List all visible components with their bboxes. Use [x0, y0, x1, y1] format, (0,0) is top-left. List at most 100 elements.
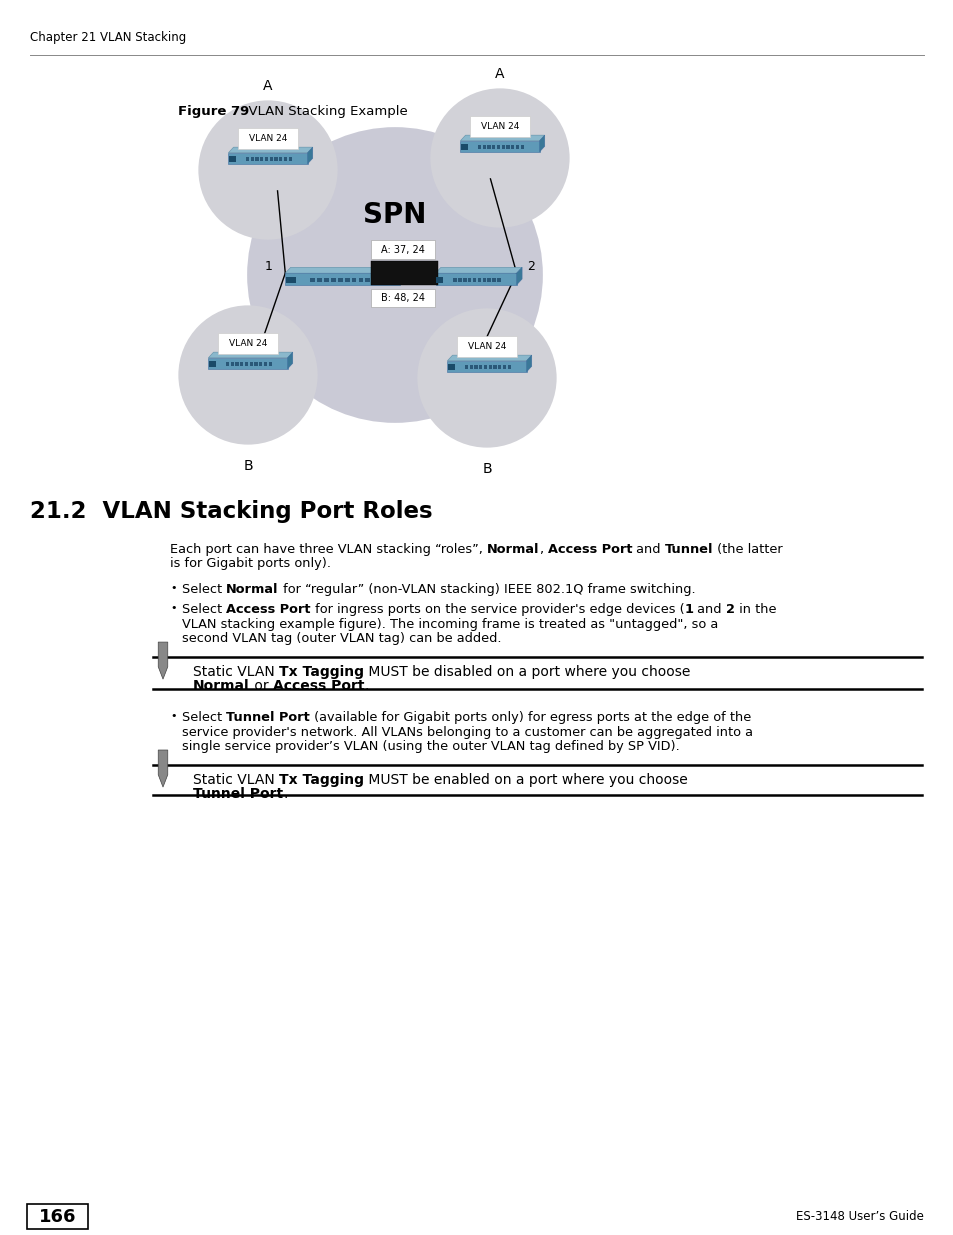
Polygon shape	[208, 358, 287, 369]
Bar	[507, 366, 511, 369]
Bar	[317, 278, 322, 283]
Text: 2: 2	[725, 604, 734, 616]
Text: Each port can have three VLAN stacking “roles”,: Each port can have three VLAN stacking “…	[170, 543, 486, 556]
Ellipse shape	[198, 100, 337, 240]
Text: Static VLAN: Static VLAN	[193, 773, 279, 787]
Bar	[240, 362, 243, 367]
Text: Access Port: Access Port	[547, 543, 632, 556]
Polygon shape	[460, 141, 539, 152]
Ellipse shape	[416, 309, 556, 447]
Bar	[488, 366, 492, 369]
Bar	[453, 278, 456, 283]
Polygon shape	[517, 267, 521, 285]
Text: B: B	[243, 459, 253, 473]
Text: •: •	[170, 604, 176, 614]
Bar	[477, 146, 480, 149]
Text: VLAN stacking example figure). The incoming frame is treated as "untagged", so a: VLAN stacking example figure). The incom…	[182, 618, 718, 631]
Bar	[229, 156, 235, 162]
Bar	[255, 157, 258, 162]
Text: Figure 79: Figure 79	[178, 105, 249, 119]
Text: Tunnel: Tunnel	[664, 543, 713, 556]
Bar	[436, 277, 442, 283]
Ellipse shape	[247, 127, 542, 422]
Polygon shape	[307, 147, 313, 164]
Bar	[493, 366, 497, 369]
Text: .: .	[364, 679, 368, 693]
Text: VLAN Stacking Example: VLAN Stacking Example	[240, 105, 407, 119]
Text: MUST be enabled on a port where you choose: MUST be enabled on a port where you choo…	[364, 773, 687, 787]
Bar	[324, 278, 329, 283]
Bar	[497, 146, 499, 149]
Text: VLAN 24: VLAN 24	[229, 340, 267, 348]
Text: service provider's network. All VLANs belonging to a customer can be aggregated : service provider's network. All VLANs be…	[182, 725, 752, 739]
Bar	[254, 362, 257, 367]
Bar	[279, 157, 282, 162]
Text: •: •	[170, 583, 176, 593]
Text: B: B	[481, 462, 492, 477]
Polygon shape	[158, 750, 168, 787]
Text: Tunnel Port: Tunnel Port	[226, 711, 310, 724]
Bar	[310, 278, 314, 283]
Bar	[448, 364, 454, 370]
Bar	[209, 361, 215, 367]
Polygon shape	[285, 267, 405, 273]
Text: ,: ,	[539, 543, 547, 556]
Bar	[492, 278, 496, 283]
Polygon shape	[447, 356, 531, 361]
Bar	[520, 146, 523, 149]
Bar	[245, 362, 248, 367]
Text: Access Port: Access Port	[226, 604, 311, 616]
Bar	[286, 277, 295, 283]
FancyBboxPatch shape	[371, 241, 435, 259]
Text: or: or	[250, 679, 273, 693]
Text: VLAN 24: VLAN 24	[467, 342, 506, 351]
Text: B: 48, 24: B: 48, 24	[380, 293, 424, 303]
Text: for ingress ports on the service provider's edge devices (: for ingress ports on the service provide…	[311, 604, 683, 616]
Bar	[344, 278, 349, 283]
Bar	[506, 146, 509, 149]
Text: and: and	[632, 543, 664, 556]
Bar	[259, 362, 262, 367]
Bar	[27, 1204, 88, 1229]
Bar	[372, 278, 376, 283]
Polygon shape	[399, 267, 405, 285]
Bar	[457, 278, 461, 283]
FancyBboxPatch shape	[371, 289, 435, 308]
Text: A: 37, 24: A: 37, 24	[380, 245, 424, 254]
Polygon shape	[228, 153, 307, 164]
Ellipse shape	[178, 305, 317, 445]
Bar	[289, 157, 292, 162]
Text: is for Gigabit ports only).: is for Gigabit ports only).	[170, 557, 331, 571]
Text: 21.2  VLAN Stacking Port Roles: 21.2 VLAN Stacking Port Roles	[30, 500, 432, 522]
Bar	[264, 362, 267, 367]
Polygon shape	[371, 262, 437, 285]
Bar	[492, 146, 495, 149]
Polygon shape	[436, 273, 517, 285]
Bar	[482, 278, 485, 283]
Bar	[464, 366, 468, 369]
Text: second VLAN tag (outer VLAN tag) can be added.: second VLAN tag (outer VLAN tag) can be …	[182, 632, 501, 645]
Text: Select: Select	[182, 711, 226, 724]
Bar	[265, 157, 268, 162]
Text: Tx Tagging: Tx Tagging	[279, 773, 364, 787]
Bar	[497, 366, 501, 369]
Bar	[501, 146, 504, 149]
Bar	[250, 362, 253, 367]
FancyBboxPatch shape	[456, 336, 516, 357]
Text: Normal: Normal	[486, 543, 539, 556]
Bar	[474, 366, 477, 369]
Text: ES-3148 User’s Guide: ES-3148 User’s Guide	[796, 1210, 923, 1223]
Polygon shape	[228, 147, 313, 153]
Bar	[352, 278, 356, 283]
Text: Tunnel Port: Tunnel Port	[193, 787, 283, 802]
Bar	[462, 278, 466, 283]
Bar	[482, 146, 485, 149]
Bar	[483, 366, 487, 369]
Text: Access Port: Access Port	[273, 679, 364, 693]
Bar	[473, 278, 476, 283]
Bar	[226, 362, 229, 367]
Polygon shape	[158, 642, 168, 679]
Text: MUST be disabled on a port where you choose: MUST be disabled on a port where you cho…	[364, 666, 690, 679]
Bar	[497, 278, 500, 283]
Bar	[460, 144, 467, 151]
